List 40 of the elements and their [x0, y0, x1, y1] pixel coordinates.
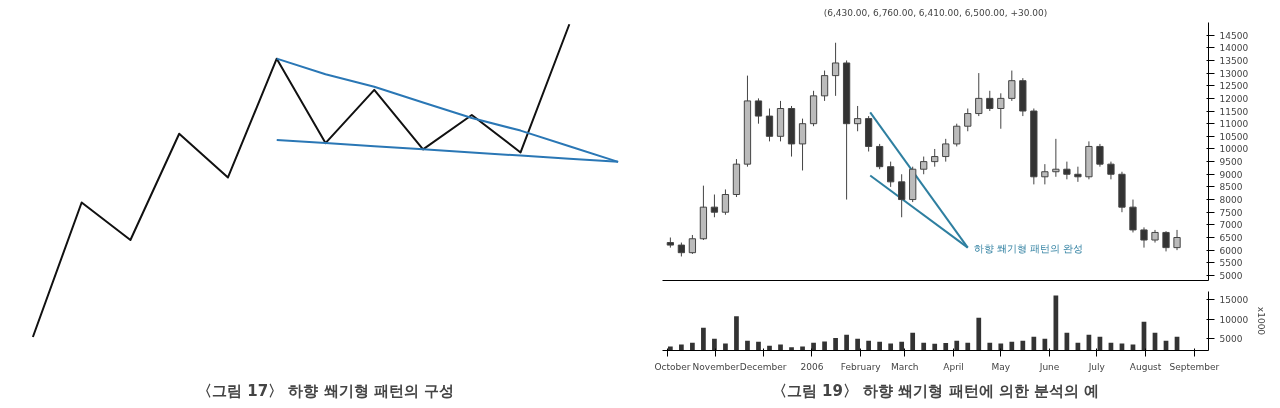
x-tick-label: May: [991, 361, 1011, 372]
y-tick-label: 13500: [1219, 55, 1249, 66]
x-tick-label: February: [840, 361, 882, 372]
y-tick-label: 5000: [1219, 270, 1243, 281]
chart-title: (6,430.00, 6,760.00, 6,410.00, 6,500.00, +30.00): [823, 7, 1048, 18]
y-tick-label: 10500: [1219, 131, 1249, 142]
y-tick-label: 8000: [1219, 195, 1243, 206]
y-tick-label: 15000: [1219, 294, 1249, 305]
y-tick-label: 9000: [1219, 169, 1243, 180]
x-tick-label: October: [654, 361, 691, 372]
x-tick-label: April: [943, 361, 964, 372]
x-tick-label: July: [1087, 361, 1106, 372]
y-tick-label: 10000: [1219, 314, 1249, 325]
y-tick-label: 9500: [1219, 157, 1243, 168]
x-tick-label: September: [1169, 361, 1220, 372]
y-tick-label: 6500: [1219, 233, 1243, 243]
y-tick-label: 12500: [1219, 81, 1249, 92]
y-tick-label: 14000: [1219, 43, 1249, 54]
y-tick-label: 11500: [1219, 106, 1249, 117]
y-tick-label: 14500: [1219, 30, 1249, 41]
x-tick-label: November: [692, 361, 740, 372]
x-tick-label: December: [739, 361, 787, 372]
y-tick-label: 12000: [1219, 93, 1249, 104]
annotation: 하향 쐐기형 패턴의 완성: [973, 242, 1084, 254]
text: 〈그림 17〉 하향 쐐기형 패턴의 구성: [197, 381, 455, 400]
x-tick-label: 2006: [800, 361, 824, 372]
y-tick-label: 5000: [1219, 334, 1243, 345]
y-tick-label: 11000: [1219, 119, 1249, 130]
y-tick-label: 6000: [1219, 245, 1243, 256]
y-tick-label: 7000: [1219, 220, 1243, 231]
x-tick-label: August: [1129, 361, 1162, 372]
y-tick-label: 7500: [1219, 207, 1243, 218]
text: 〈그림 19〉 하향 쐐기형 패턴에 의한 분석의 예: [771, 381, 1100, 400]
x-tick-label: June: [1038, 361, 1060, 372]
y-tick-label: 8500: [1219, 182, 1243, 193]
y-axis-title: x1000: [1256, 306, 1267, 336]
y-tick-label: 5500: [1219, 258, 1243, 269]
y-tick-label: 10000: [1219, 144, 1249, 155]
x-tick-label: March: [891, 361, 919, 372]
y-tick-label: 13000: [1219, 68, 1249, 79]
